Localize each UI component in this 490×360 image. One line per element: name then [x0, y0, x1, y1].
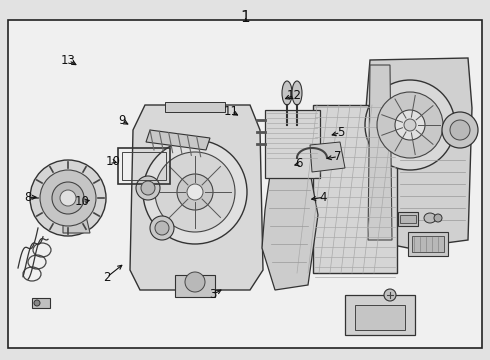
Bar: [355, 305, 405, 330]
Ellipse shape: [185, 272, 205, 292]
Text: 8: 8: [24, 191, 32, 204]
Ellipse shape: [384, 289, 396, 301]
Ellipse shape: [450, 120, 470, 140]
Bar: [265, 110, 320, 178]
Ellipse shape: [143, 140, 247, 244]
Ellipse shape: [377, 92, 443, 158]
Bar: [313, 105, 397, 273]
Text: 13: 13: [61, 54, 76, 67]
Bar: [165, 102, 225, 112]
Bar: [400, 215, 416, 223]
Text: 10: 10: [105, 155, 120, 168]
Ellipse shape: [187, 184, 203, 200]
Ellipse shape: [30, 160, 106, 236]
Text: 12: 12: [287, 89, 301, 102]
Bar: [138, 183, 158, 193]
Bar: [122, 152, 166, 180]
Bar: [32, 298, 50, 308]
Text: 9: 9: [118, 114, 125, 127]
Ellipse shape: [282, 81, 292, 105]
Text: 6: 6: [295, 157, 303, 170]
Polygon shape: [368, 65, 392, 240]
Text: 4: 4: [319, 191, 327, 204]
Bar: [412, 236, 444, 252]
Polygon shape: [262, 172, 318, 290]
Text: 3: 3: [209, 288, 217, 301]
Ellipse shape: [434, 214, 442, 222]
Ellipse shape: [60, 190, 76, 206]
Bar: [152, 223, 172, 233]
Ellipse shape: [155, 221, 169, 235]
Ellipse shape: [404, 119, 416, 131]
Ellipse shape: [40, 170, 96, 226]
Bar: [345, 295, 415, 335]
Ellipse shape: [365, 80, 455, 170]
Bar: [118, 148, 170, 184]
Text: 7: 7: [334, 150, 342, 163]
Polygon shape: [310, 142, 345, 172]
Text: 1: 1: [240, 10, 250, 25]
Text: 10: 10: [75, 195, 90, 208]
Ellipse shape: [136, 176, 160, 200]
Ellipse shape: [155, 152, 235, 232]
Text: 5: 5: [337, 126, 344, 139]
Ellipse shape: [150, 216, 174, 240]
Text: 11: 11: [224, 105, 239, 118]
Text: 2: 2: [103, 271, 111, 284]
Ellipse shape: [292, 81, 302, 105]
Ellipse shape: [52, 182, 84, 214]
Bar: [175, 275, 215, 297]
Ellipse shape: [141, 181, 155, 195]
Bar: [408, 232, 448, 256]
Polygon shape: [130, 105, 263, 290]
Polygon shape: [366, 58, 472, 248]
Bar: [398, 212, 418, 226]
Ellipse shape: [395, 110, 425, 140]
Ellipse shape: [424, 213, 436, 223]
Ellipse shape: [34, 300, 40, 306]
Polygon shape: [146, 130, 210, 150]
Polygon shape: [63, 216, 90, 233]
Ellipse shape: [442, 112, 478, 148]
Ellipse shape: [177, 174, 213, 210]
